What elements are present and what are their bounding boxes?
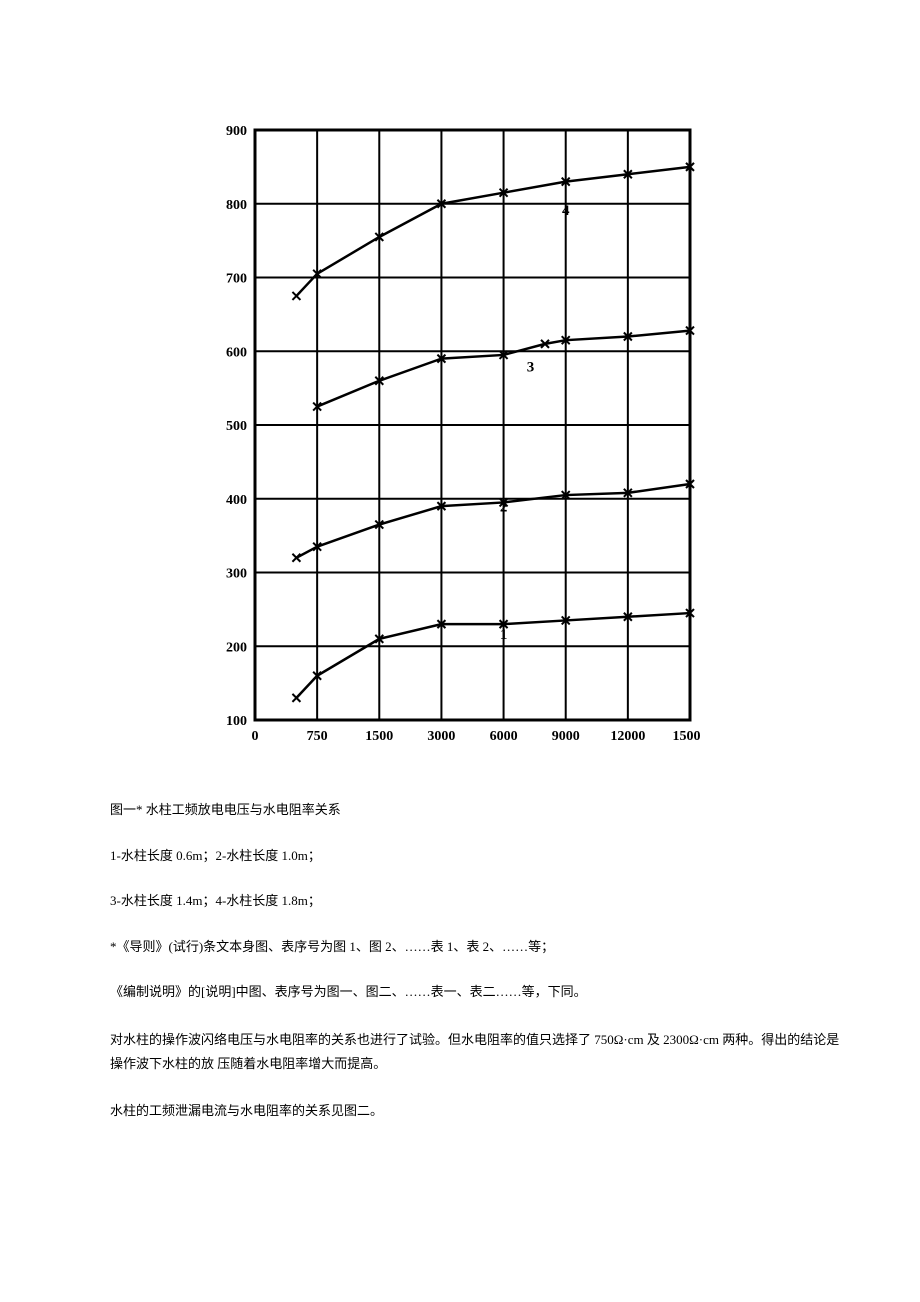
chart-svg: 0750150030006000900012000150001002003004… [200,120,700,760]
svg-text:200: 200 [226,640,247,655]
svg-text:600: 600 [226,345,247,360]
chart-figure-1: 0750150030006000900012000150001002003004… [200,120,700,760]
figure-title: 图一* 水柱工频放电电压与水电阻率关系 [110,800,830,820]
svg-text:2: 2 [500,500,508,516]
svg-text:400: 400 [226,493,247,508]
body-text-block: 对水柱的操作波闪络电压与水电阻率的关系也进行了试验。但水电阻率的值只选择了 75… [110,1028,850,1124]
footnote-2: 《编制说明》的[说明]中图、表序号为图一、图二、……表一、表二……等，下同。 [110,982,830,1002]
svg-text:1500: 1500 [365,729,393,744]
svg-text:300: 300 [226,567,247,582]
svg-text:12000: 12000 [610,729,645,744]
svg-text:800: 800 [226,198,247,213]
svg-text:1: 1 [500,627,508,643]
svg-text:15000: 15000 [673,729,701,744]
svg-text:900: 900 [226,124,247,139]
legend-line-1: 1-水柱长度 0.6m；2-水柱长度 1.0m； [110,846,830,866]
legend-line-2: 3-水柱长度 1.4m；4-水柱长度 1.8m； [110,891,830,911]
svg-text:9000: 9000 [552,729,580,744]
svg-text:6000: 6000 [490,729,518,744]
svg-text:100: 100 [226,714,247,729]
svg-text:3000: 3000 [427,729,455,744]
footnote-1: *《导则》(试行)条文本身图、表序号为图 1、图 2、……表 1、表 2、……等… [110,937,830,957]
body-paragraph-1: 对水柱的操作波闪络电压与水电阻率的关系也进行了试验。但水电阻率的值只选择了 75… [110,1028,850,1077]
figure-caption-block: 图一* 水柱工频放电电压与水电阻率关系 1-水柱长度 0.6m；2-水柱长度 1… [110,800,830,1002]
body-paragraph-2: 水柱的工频泄漏电流与水电阻率的关系见图二。 [110,1099,850,1124]
svg-text:3: 3 [527,359,535,375]
svg-text:700: 700 [226,272,247,287]
svg-text:4: 4 [562,203,570,219]
svg-text:0: 0 [252,729,259,744]
svg-text:500: 500 [226,419,247,434]
svg-text:750: 750 [307,729,328,744]
